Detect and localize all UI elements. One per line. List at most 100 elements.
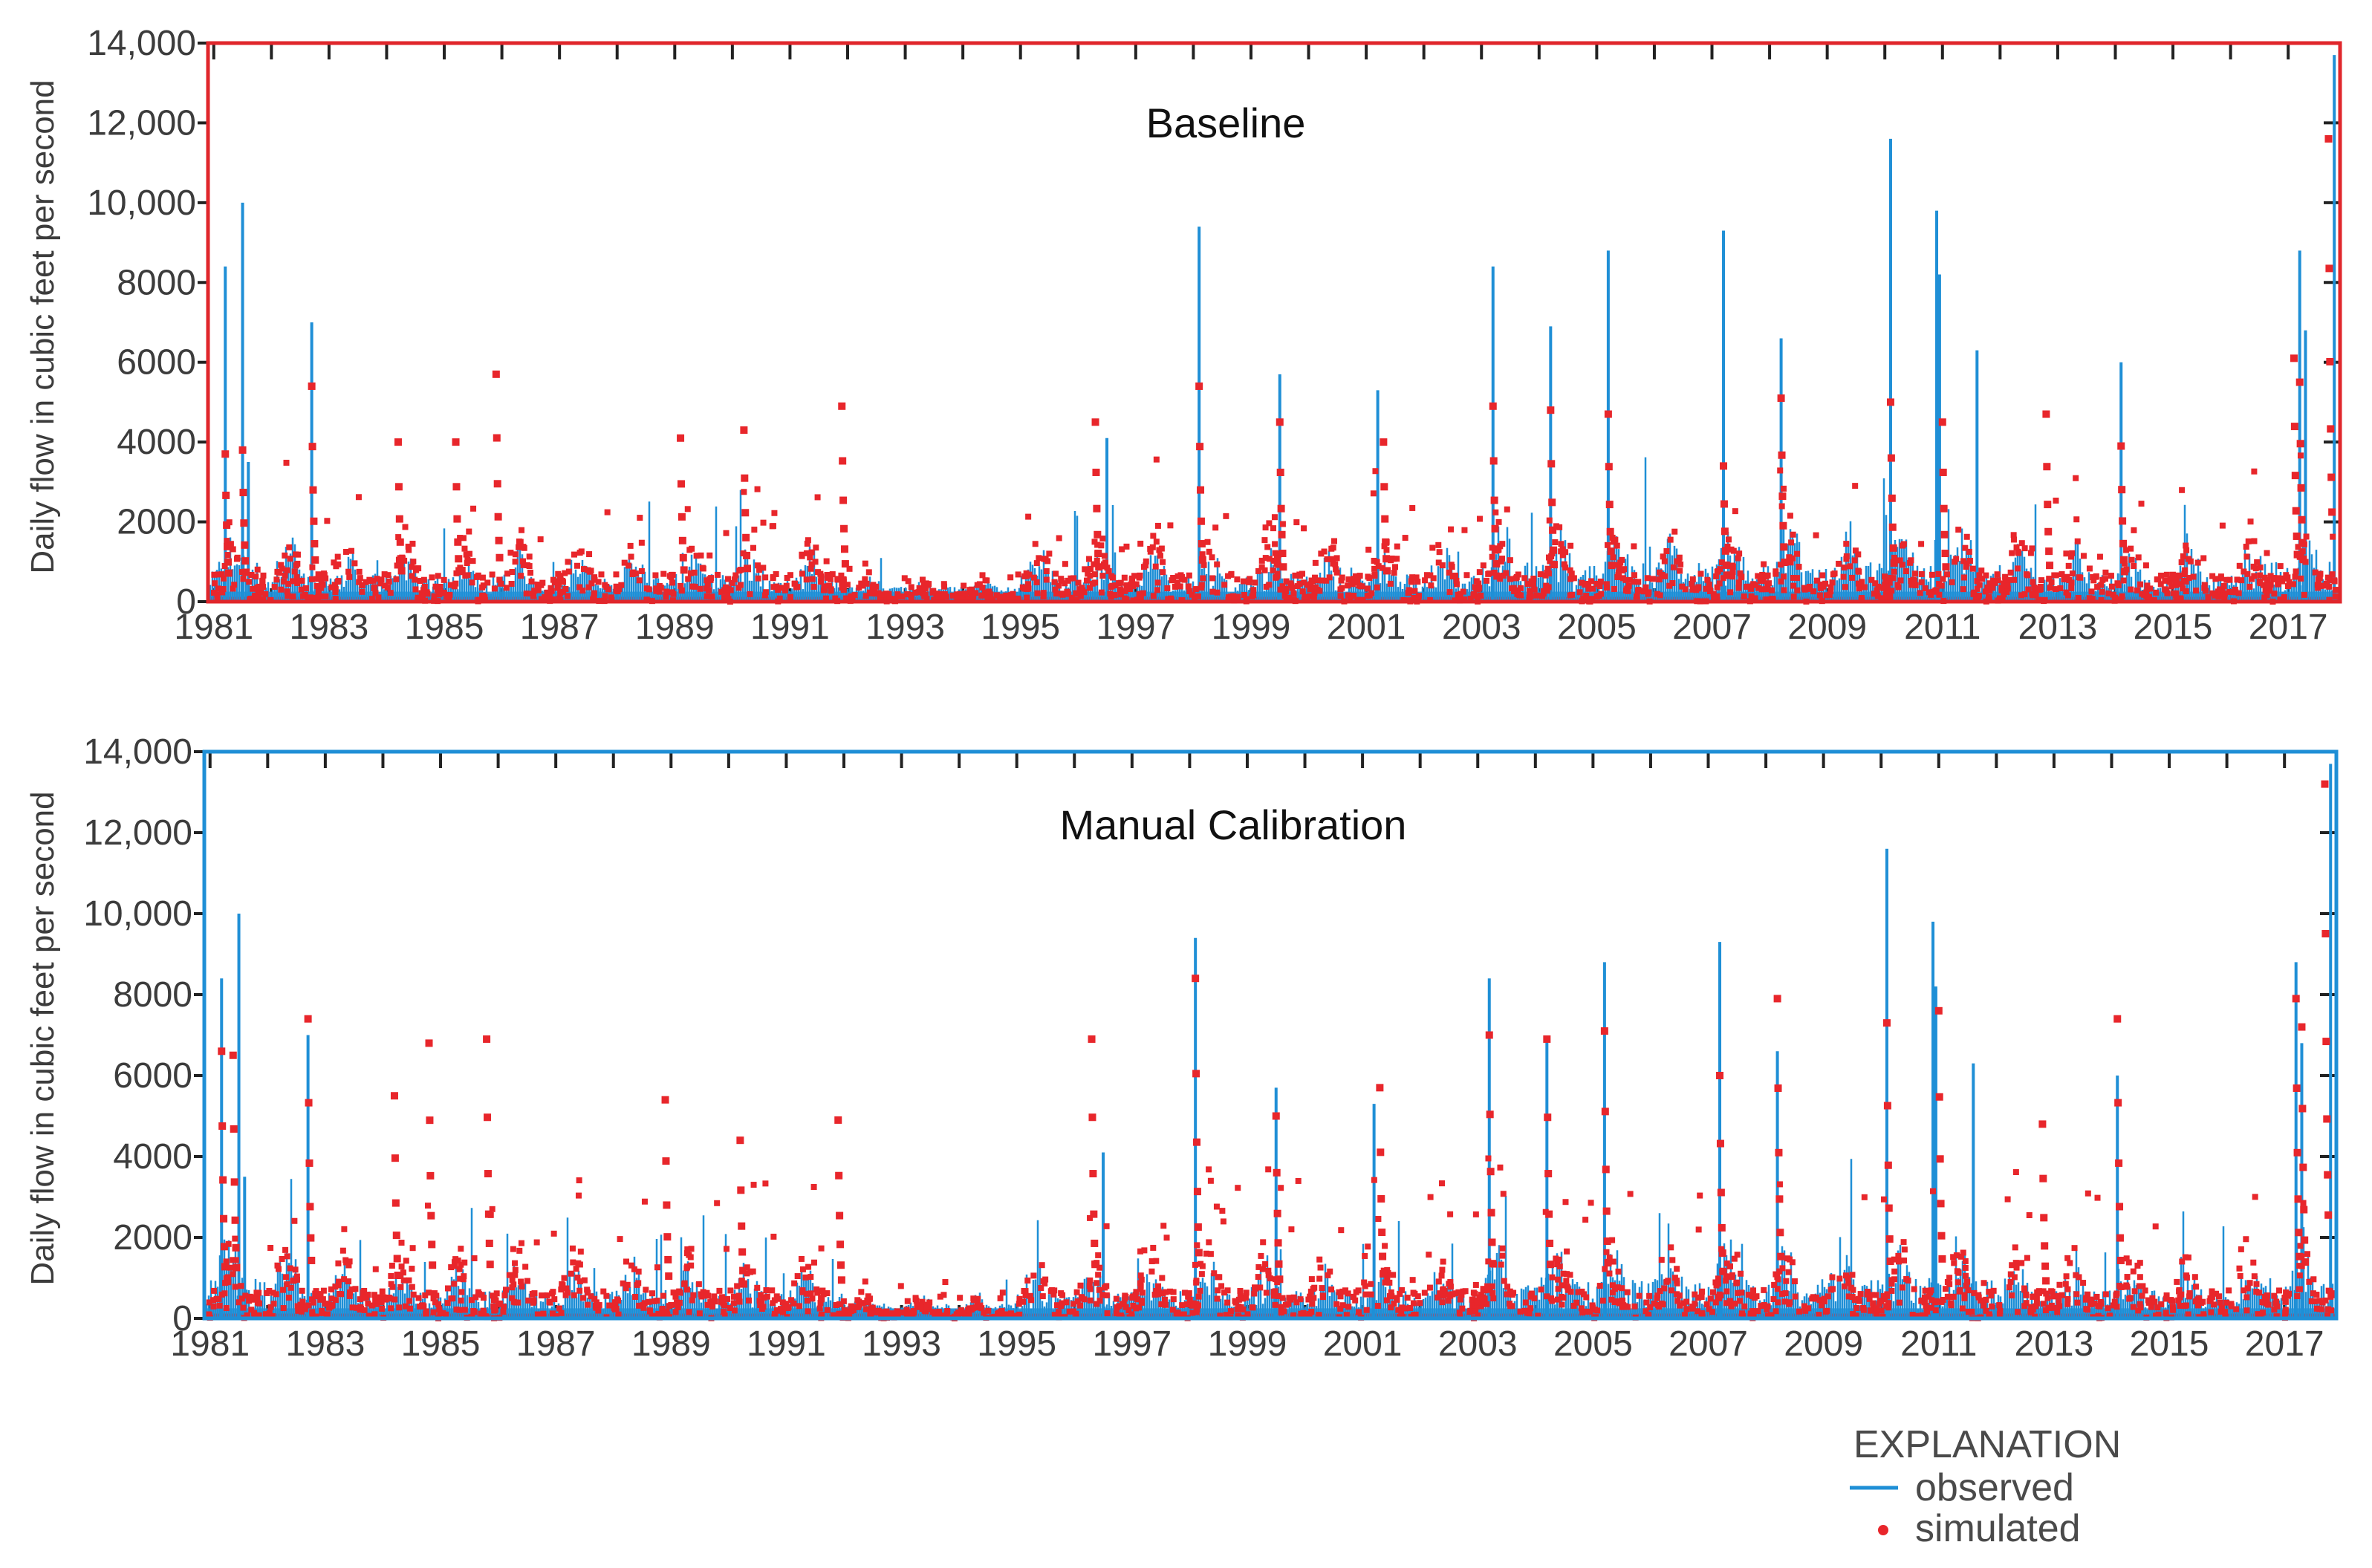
simulated-point [2059,571,2065,578]
simulated-peak-point [1778,492,1787,500]
simulated-peak-point [663,1233,672,1241]
x-tick-label: 1985 [405,608,484,647]
simulated-point [1735,555,1741,562]
simulated-point [2012,1169,2019,1176]
simulated-point [1326,574,1333,581]
simulated-peak-point [664,1255,672,1263]
simulated-point [1610,554,1616,561]
simulated-point [2325,1306,2332,1312]
simulated-point [1452,572,1459,579]
simulated-point [569,1245,576,1252]
simulated-point [294,579,301,586]
simulated-point [2281,1294,2288,1301]
x-tick-label: 1997 [1096,608,1175,647]
simulated-point [873,583,880,590]
simulated-point [683,1250,690,1257]
simulated-peak-point [484,1210,493,1218]
simulated-point [647,1308,654,1315]
simulated-point [1599,1298,1606,1304]
simulated-point [1883,595,1890,602]
simulated-peak-point [661,1096,669,1104]
simulated-point [2139,1292,2145,1299]
simulated-point [877,596,883,602]
simulated-point [1189,591,1195,598]
simulated-point [613,1305,620,1312]
x-tick-label: 1987 [520,608,600,647]
simulated-point [1050,1291,1057,1298]
simulated-point [1614,1284,1621,1291]
simulated-point [374,576,380,582]
simulated-point [1924,1308,1931,1315]
simulated-peak-point [242,568,250,576]
simulated-point [1873,1310,1879,1316]
simulated-point [796,1303,802,1310]
simulated-point [880,1309,886,1315]
simulated-point [617,1236,623,1243]
simulated-point [1609,1282,1616,1289]
simulated-point [1255,1274,1261,1281]
simulated-point [2118,596,2125,602]
simulated-point [2064,573,2070,580]
x-tick-label: 2005 [1557,608,1637,647]
simulated-peak-point [742,533,750,541]
x-tick-label: 1981 [174,608,253,647]
simulated-point [1182,1289,1189,1296]
simulated-point [1849,1272,1856,1278]
simulated-point [1114,1304,1120,1311]
simulated-point [696,1310,703,1317]
simulated-point [328,1295,335,1302]
simulated-point [805,1263,812,1270]
simulated-point [2009,1292,2015,1299]
simulated-point [1689,1304,1696,1310]
simulated-point [2050,1293,2057,1300]
simulated-point [291,568,298,575]
simulated-point [309,564,316,570]
simulated-point [1727,589,1734,596]
simulated-point [211,571,218,578]
simulated-point [1304,582,1310,588]
simulated-point [561,1275,568,1281]
simulated-point [641,1300,648,1307]
simulated-point [1681,1312,1688,1318]
simulated-point [591,591,597,598]
simulated-point [736,1298,743,1305]
simulated-point [2223,1299,2230,1306]
simulated-point [405,543,412,550]
simulated-point [848,1303,854,1310]
simulated-point [1495,518,1502,525]
simulated-point [371,1311,378,1318]
simulated-point [2080,1280,2087,1286]
simulated-point [1948,1302,1955,1309]
simulated-peak-point [1197,517,1205,525]
simulated-point [1091,561,1097,567]
simulated-point [391,1296,398,1303]
simulated-point [1899,1284,1905,1291]
simulated-point [1763,586,1770,593]
simulated-point [1861,584,1868,591]
simulated-point [238,1295,245,1302]
simulated-point [1755,573,1761,579]
simulated-point [230,546,236,553]
simulated-point [1555,1276,1562,1283]
simulated-point [1062,580,1068,587]
simulated-peak-point [1196,443,1204,451]
simulated-point [501,1292,508,1299]
simulated-point [481,593,488,600]
simulated-point [328,1286,334,1292]
simulated-point [2007,1271,2014,1278]
simulated-point [534,582,541,588]
simulated-point [1053,570,1059,577]
simulated-point [865,569,872,576]
simulated-point [904,591,911,598]
simulated-point [721,594,728,601]
simulated-point [1613,1298,1619,1304]
simulated-point [1421,1289,1428,1296]
simulated-point [905,578,912,585]
simulated-point [1321,548,1328,555]
simulated-point [798,1255,805,1262]
simulated-point [1053,1302,1060,1309]
simulated-peak-point [391,1199,400,1207]
simulated-peak-point [2298,1105,2307,1113]
simulated-peak-point [308,1256,316,1264]
simulated-peak-point [2038,1120,2047,1128]
